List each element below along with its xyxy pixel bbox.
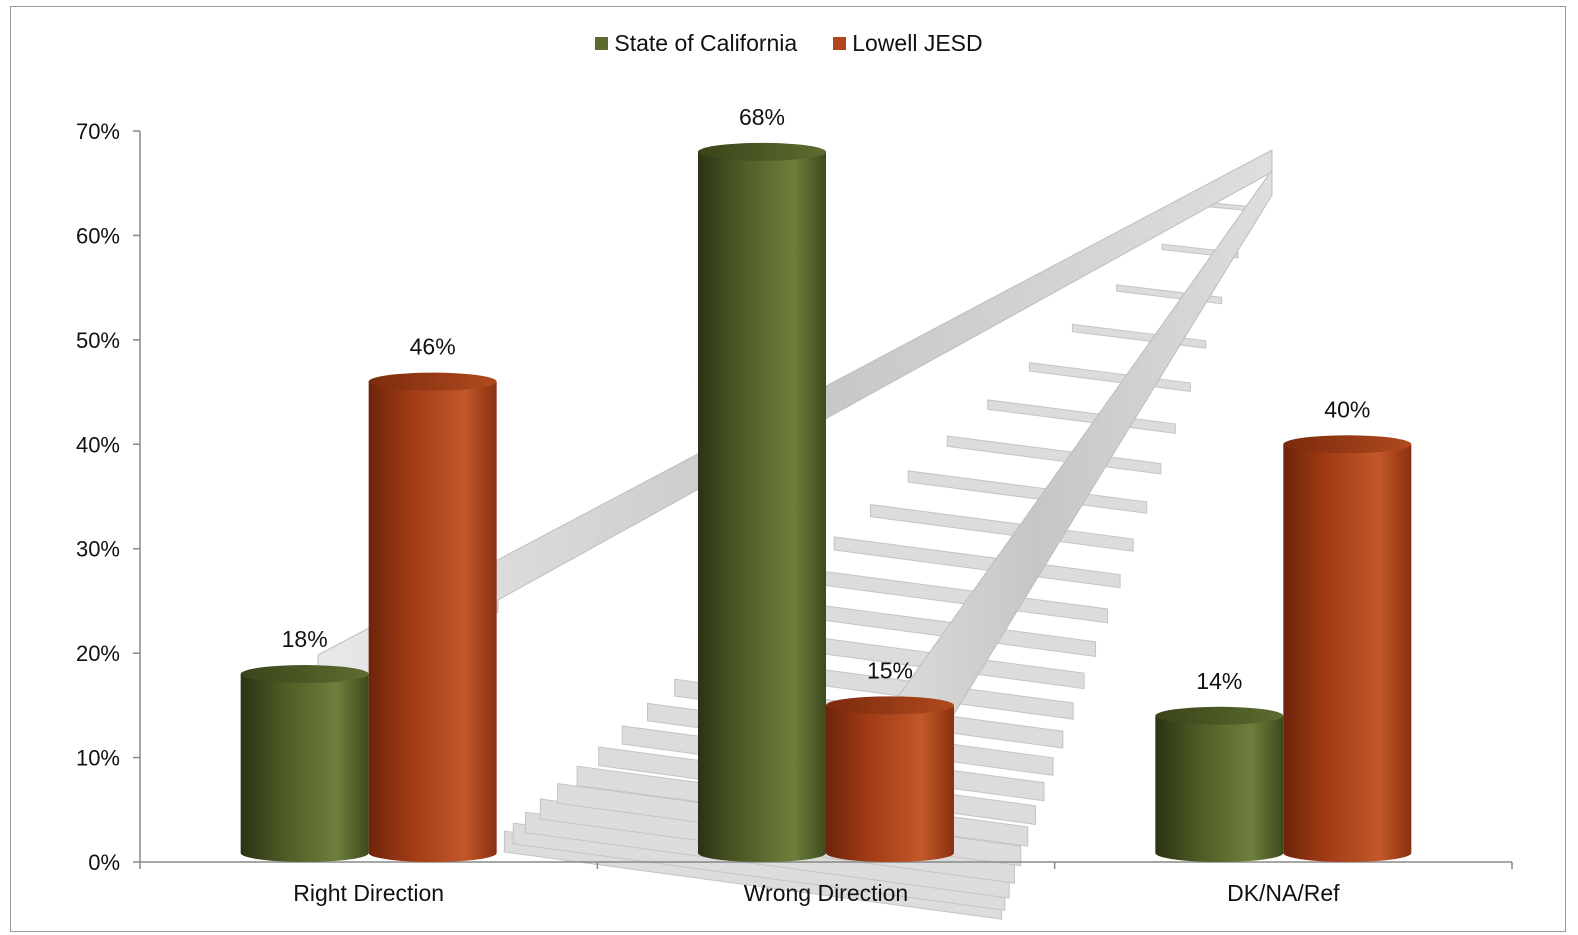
data-label: 18% [282,626,328,652]
bar-lowell-jesd: 15% [826,657,954,862]
y-tick-label: 50% [76,328,120,353]
y-tick-label: 70% [76,119,120,144]
data-label: 14% [1196,668,1242,694]
bar-top [240,665,369,684]
bar-body [826,705,954,862]
axes: 0% 10% 20% 30% 40% 50% 60% 70% Right Direction Wr… [76,119,1513,906]
bar-body [698,151,826,862]
y-tick-label: 30% [76,537,120,562]
bars: 18% 68% 14% 46% 15% 40% [240,104,1412,862]
legend-swatch-lowell-jesd [833,37,847,50]
rail-tie [869,503,1134,552]
bar-lowell-jesd: 46% [368,334,497,862]
legend-label-state-of-california: State of California [614,30,798,56]
bar-state-of-california: 18% [240,626,369,862]
legend: State of California Lowell JESD [0,30,1578,57]
bar-body [368,381,497,862]
x-tick-label: Wrong Direction [744,880,908,906]
bar-top [826,696,954,715]
y-tick-label: 10% [76,746,120,771]
data-label: 40% [1324,396,1370,422]
bar-lowell-jesd: 40% [1283,396,1412,862]
data-label: 46% [410,334,456,360]
bar-top [698,142,826,161]
x-tick-label: Right Direction [293,880,444,906]
y-tick-label: 60% [76,223,120,248]
bar-body [1155,715,1284,862]
bar-state-of-california: 68% [698,104,826,862]
data-label: 15% [867,657,913,683]
bar-top [1283,435,1412,454]
rail-tie [907,470,1148,514]
y-tick-label: 20% [76,641,120,666]
bar-body [1283,444,1412,862]
bar-body [240,674,369,862]
rail-tie [946,435,1162,475]
bar-state-of-california: 14% [1155,668,1284,862]
data-label: 68% [739,104,785,130]
y-tick-label: 40% [76,432,120,457]
bar-top [368,372,497,391]
x-tick-label: DK/NA/Ref [1227,880,1340,906]
legend-item-lowell-jesd: Lowell JESD [833,30,983,57]
legend-item-state-of-california: State of California [595,30,797,57]
legend-swatch-state-of-california [595,37,609,50]
legend-label-lowell-jesd: Lowell JESD [852,30,983,56]
bar-top [1155,706,1284,725]
y-tick-label: 0% [88,850,120,875]
rail-tie [987,399,1176,434]
